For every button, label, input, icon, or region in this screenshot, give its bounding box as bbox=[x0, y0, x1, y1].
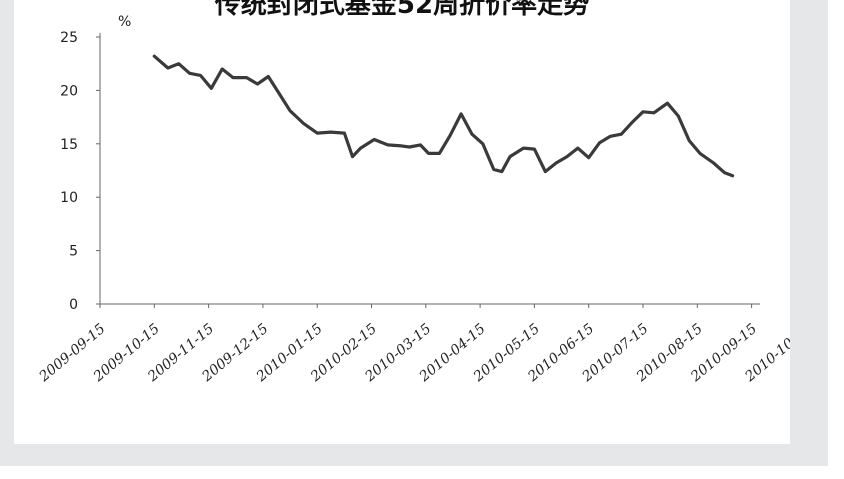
y-tick-label: 5 bbox=[69, 244, 78, 260]
y-tick-label: 10 bbox=[60, 190, 78, 206]
y-tick-label: 15 bbox=[60, 137, 78, 153]
y-tick-label: 0 bbox=[69, 297, 78, 313]
discount-rate-line bbox=[152, 54, 735, 178]
chart-panel: 传统封闭式基金52周折价率走势 % 0 5 10 15 20 25 2009-09-15 20… bbox=[14, 0, 790, 444]
y-axis-unit-label: % bbox=[118, 14, 131, 30]
y-tick-label: 25 bbox=[60, 30, 78, 46]
figure-frame: 传统封闭式基金52周折价率走势 % 0 5 10 15 20 25 2009-09-15 20… bbox=[0, 0, 828, 466]
line-chart: % 0 5 10 15 20 25 2009-09-152009-10-152009-11-… bbox=[36, 14, 790, 386]
x-axis: 2009-09-152009-10-152009-11-152009-12-15… bbox=[36, 303, 790, 386]
chart-title: 传统封闭式基金52周折价率走势 bbox=[214, 0, 590, 20]
series-layer bbox=[152, 54, 735, 178]
y-axis: % 0 5 10 15 20 25 bbox=[60, 14, 131, 313]
y-tick-label: 20 bbox=[60, 83, 78, 99]
